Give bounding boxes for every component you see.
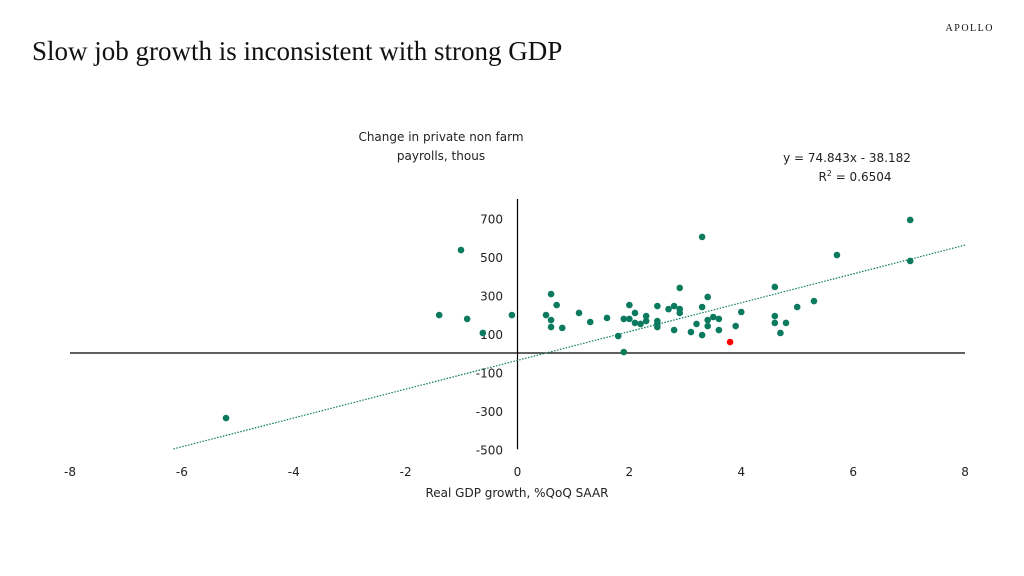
data-point <box>614 332 622 340</box>
x-tick-label: 6 <box>849 465 857 479</box>
data-point <box>715 315 723 323</box>
data-point <box>508 311 516 319</box>
highlight-point <box>726 338 734 346</box>
data-point <box>687 328 695 336</box>
apollo-logo: APOLLO <box>945 23 994 34</box>
data-point <box>435 311 443 319</box>
data-point <box>642 317 650 325</box>
data-point <box>777 329 784 337</box>
data-point <box>654 323 661 331</box>
x-tick-label: -8 <box>64 465 76 479</box>
data-point <box>771 319 779 327</box>
data-point <box>586 318 594 326</box>
x-tick-label: 4 <box>737 465 745 479</box>
data-point <box>558 324 566 332</box>
data-point <box>665 305 672 313</box>
data-point <box>906 216 914 224</box>
data-point <box>704 316 711 324</box>
y-tick-label: -500 <box>476 443 503 457</box>
data-point <box>715 326 723 334</box>
data-point <box>793 303 801 311</box>
data-point <box>906 257 914 265</box>
data-point <box>547 290 555 298</box>
x-tick-label: 8 <box>961 465 969 479</box>
data-point <box>654 302 661 310</box>
data-point <box>698 303 706 311</box>
trend-line <box>173 244 966 450</box>
x-axis-label: Real GDP growth, %QoQ SAAR <box>425 486 608 500</box>
data-point <box>698 233 706 241</box>
y-tick-label: 700 <box>480 212 503 226</box>
y-tick-label: 100 <box>480 328 503 342</box>
data-point <box>676 284 684 292</box>
data-point <box>603 314 611 322</box>
data-point <box>709 313 717 321</box>
y-tick-label: -300 <box>476 405 503 419</box>
data-point <box>626 301 633 309</box>
data-point <box>637 320 644 328</box>
data-point <box>704 293 711 301</box>
x-tick-label: -2 <box>400 465 412 479</box>
data-point <box>463 315 471 323</box>
data-point <box>670 302 678 310</box>
y-tick-label: 300 <box>480 289 503 303</box>
data-point <box>479 329 487 337</box>
x-tick-label: 0 <box>514 465 522 479</box>
data-point <box>575 309 583 317</box>
x-tick-label: -6 <box>176 465 188 479</box>
data-point <box>833 251 841 259</box>
data-point <box>670 326 678 334</box>
data-point <box>771 312 779 320</box>
data-point <box>693 320 700 328</box>
data-point <box>810 297 818 305</box>
data-point <box>676 309 684 317</box>
data-point <box>620 348 628 356</box>
y-tick-label: -100 <box>476 366 503 380</box>
y-axis-label-line1: Change in private non farm <box>358 130 523 144</box>
r-squared: R2 = 0.6504 <box>818 169 891 184</box>
data-point <box>222 414 230 422</box>
data-point <box>782 319 790 327</box>
page-title: Slow job growth is inconsistent with str… <box>32 36 563 66</box>
data-point <box>698 331 706 339</box>
trend-equation: y = 74.843x - 38.182 <box>783 151 911 165</box>
data-point <box>631 309 639 317</box>
data-point <box>620 315 628 323</box>
y-tick-label: 500 <box>480 251 503 265</box>
data-point <box>547 323 555 331</box>
data-point <box>631 319 639 327</box>
data-point <box>642 312 650 320</box>
x-tick-label: -4 <box>288 465 300 479</box>
data-point <box>626 315 633 323</box>
data-point <box>547 316 555 324</box>
data-point <box>732 322 739 330</box>
data-point <box>771 283 779 291</box>
y-axis-label-line2: payrolls, thous <box>397 149 485 163</box>
data-point <box>553 301 560 309</box>
data-point <box>704 322 711 330</box>
data-point <box>737 308 745 316</box>
data-point <box>542 311 550 319</box>
data-point <box>457 246 465 254</box>
x-tick-label: 2 <box>626 465 634 479</box>
